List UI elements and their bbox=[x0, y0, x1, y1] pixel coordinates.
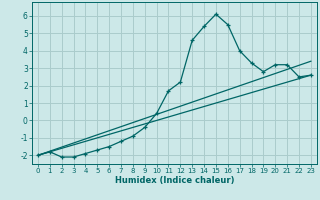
X-axis label: Humidex (Indice chaleur): Humidex (Indice chaleur) bbox=[115, 176, 234, 185]
